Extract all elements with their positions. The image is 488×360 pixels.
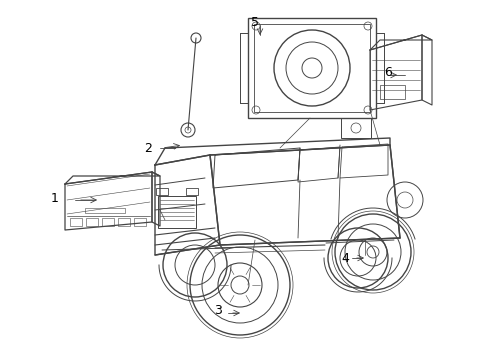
Bar: [158, 196, 196, 228]
Bar: [185, 188, 198, 195]
Bar: [156, 188, 168, 195]
Text: 3: 3: [214, 303, 222, 316]
Bar: [70, 218, 82, 226]
Bar: [134, 218, 146, 226]
Text: 4: 4: [340, 252, 348, 265]
Bar: [253, 24, 369, 112]
Bar: [85, 208, 125, 213]
Bar: [102, 218, 114, 226]
Text: 1: 1: [51, 192, 59, 204]
Text: 5: 5: [250, 15, 259, 28]
Text: 6: 6: [383, 66, 391, 78]
Bar: [340, 118, 370, 138]
Bar: [86, 218, 98, 226]
Text: 2: 2: [144, 141, 152, 154]
Bar: [247, 18, 375, 118]
Bar: [379, 85, 404, 99]
Bar: [118, 218, 130, 226]
